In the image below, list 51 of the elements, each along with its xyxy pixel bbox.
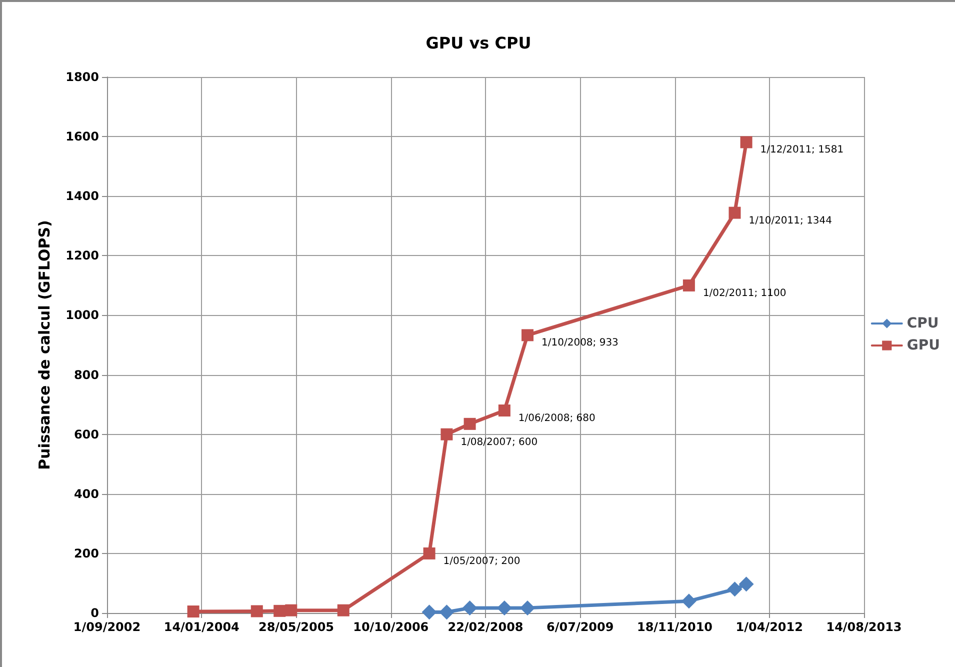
legend-label: CPU xyxy=(906,316,939,332)
point xyxy=(728,206,741,219)
point xyxy=(681,594,696,609)
data-label: 1/10/2011; 1344 xyxy=(748,215,832,226)
point xyxy=(285,604,298,616)
point xyxy=(682,279,695,292)
y-tick-label: 1600 xyxy=(66,130,99,144)
data-label: 1/02/2011; 1100 xyxy=(702,288,786,299)
point xyxy=(337,604,350,616)
point xyxy=(250,605,263,618)
chart-title: GPU vs CPU xyxy=(426,34,532,52)
data-label: 1/12/2011; 1581 xyxy=(760,144,844,156)
point xyxy=(740,136,752,148)
y-tick-label: 800 xyxy=(74,368,99,382)
point xyxy=(496,600,512,616)
x-tick-label: 28/05/2005 xyxy=(258,620,334,634)
x-tick-label: 1/04/2012 xyxy=(736,620,803,634)
y-tick-label: 1800 xyxy=(66,70,99,84)
y-tick-label: 1000 xyxy=(66,308,99,322)
y-axis-title: Puissance de calcul (GFLOPS) xyxy=(36,220,54,470)
legend-label: GPU xyxy=(906,338,940,354)
y-tick-label: 400 xyxy=(74,486,99,501)
y-tick-label: 200 xyxy=(74,546,99,560)
data-label: 1/10/2008; 933 xyxy=(542,338,618,349)
x-tick-label: 14/01/2004 xyxy=(164,620,240,634)
point xyxy=(727,582,742,597)
data-label: 1/06/2008; 680 xyxy=(518,413,596,424)
point xyxy=(439,604,454,620)
point xyxy=(520,600,536,616)
x-tick-label: 6/07/2009 xyxy=(546,620,614,634)
x-tick-label: 18/11/2010 xyxy=(636,620,713,634)
y-tick-label: 1400 xyxy=(66,189,99,204)
point xyxy=(423,547,436,560)
x-tick-label: 22/02/2008 xyxy=(448,620,524,634)
x-tick-label: 14/08/2013 xyxy=(826,620,902,634)
point xyxy=(462,600,478,616)
y-tick-label: 1200 xyxy=(66,248,99,263)
data-label: 1/08/2007; 600 xyxy=(460,436,538,448)
point xyxy=(274,604,286,617)
y-tick-label: 600 xyxy=(74,427,99,442)
point xyxy=(738,576,754,592)
point xyxy=(187,606,200,618)
point xyxy=(440,428,453,440)
data-label: 1/05/2007; 200 xyxy=(443,556,520,567)
point xyxy=(522,329,534,342)
point xyxy=(498,404,510,417)
point xyxy=(422,604,437,620)
x-tick-label: 1/09/2002 xyxy=(73,620,141,634)
y-tick-label: 0 xyxy=(90,606,99,620)
point xyxy=(464,418,476,430)
x-tick-label: 10/10/2006 xyxy=(353,620,429,634)
